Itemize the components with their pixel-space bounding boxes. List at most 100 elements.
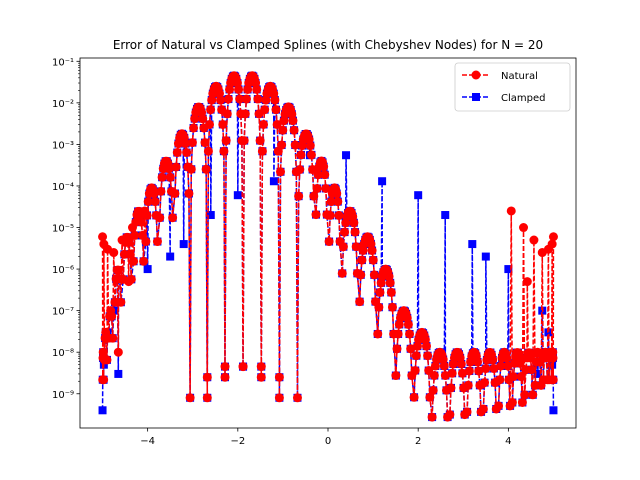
data-point	[478, 404, 488, 414]
data-point	[156, 186, 166, 196]
data-point	[410, 366, 420, 376]
data-point	[139, 256, 149, 266]
data-point	[406, 344, 416, 354]
data-point	[320, 170, 330, 180]
data-point	[338, 242, 348, 252]
data-point	[462, 407, 472, 417]
data-point	[269, 177, 278, 186]
data-point	[519, 223, 529, 233]
y-tick-label: 10⁻⁸	[52, 348, 74, 359]
data-point	[515, 358, 525, 368]
data-point	[170, 188, 180, 198]
data-point	[218, 119, 228, 129]
data-point	[409, 392, 419, 402]
data-point	[351, 242, 361, 252]
data-point	[489, 364, 499, 374]
natural-series	[98, 71, 558, 422]
data-point	[142, 210, 152, 220]
data-point	[355, 297, 365, 307]
data-point	[393, 329, 403, 339]
data-point	[326, 197, 336, 207]
x-tick-label: −4	[140, 436, 155, 447]
data-point	[321, 183, 331, 193]
data-point	[290, 140, 300, 150]
data-point	[187, 138, 197, 148]
x-tick-label: −2	[230, 436, 245, 447]
data-point	[312, 183, 322, 193]
data-point	[98, 232, 108, 242]
data-point	[311, 210, 321, 220]
data-point	[179, 240, 188, 249]
data-point	[206, 211, 215, 220]
data-point	[356, 270, 366, 280]
y-axis: 10⁻⁹ 10⁻⁸ 10⁻⁷ 10⁻⁶ 10⁻⁵ 10⁻⁴ 10⁻³ 10⁻² 10⁻¹	[52, 57, 80, 401]
data-point	[440, 371, 450, 381]
data-point	[468, 240, 477, 249]
data-point	[155, 213, 165, 223]
data-point	[220, 362, 230, 372]
data-point	[368, 255, 378, 265]
data-point	[527, 365, 537, 375]
data-point	[182, 148, 192, 158]
data-point	[425, 392, 435, 402]
data-point	[272, 119, 282, 129]
legend-natural-marker	[471, 70, 481, 80]
data-point	[508, 372, 518, 382]
data-point	[205, 119, 215, 129]
data-point	[488, 355, 498, 365]
data-point	[136, 217, 146, 227]
data-point	[288, 116, 298, 126]
data-point	[102, 355, 112, 365]
legend-clamped-label: Clamped	[501, 93, 545, 104]
data-point	[216, 95, 226, 105]
data-point	[378, 177, 387, 186]
data-point	[166, 252, 175, 261]
data-point	[239, 136, 249, 146]
data-point	[548, 232, 558, 242]
data-point	[369, 270, 379, 280]
data-point	[427, 412, 437, 422]
data-point	[150, 197, 160, 207]
data-point	[503, 361, 513, 371]
data-point	[446, 383, 456, 393]
data-point	[233, 191, 242, 200]
data-point	[405, 329, 415, 339]
data-point	[529, 235, 539, 245]
legend: Natural Clamped	[454, 62, 571, 112]
data-point	[392, 344, 402, 354]
chart-title: Error of Natural vs Clamped Splines (wit…	[113, 38, 543, 52]
data-point	[172, 148, 182, 158]
data-point	[516, 372, 526, 382]
data-point	[439, 361, 449, 371]
data-point	[271, 105, 281, 115]
data-point	[464, 366, 474, 376]
data-point	[374, 302, 384, 312]
data-point	[334, 210, 344, 220]
data-point	[324, 237, 334, 247]
data-point	[141, 237, 151, 247]
data-point	[463, 380, 473, 390]
data-point	[165, 172, 175, 182]
data-point	[143, 265, 152, 274]
data-point	[221, 136, 231, 146]
data-point	[124, 237, 134, 247]
data-point	[168, 213, 178, 223]
data-point	[386, 287, 396, 297]
data-point	[152, 237, 162, 247]
data-point	[186, 164, 196, 174]
data-point	[296, 150, 306, 160]
data-point	[200, 138, 210, 148]
data-point	[289, 125, 299, 135]
data-point	[126, 274, 136, 284]
data-point	[203, 146, 213, 156]
data-point	[189, 123, 199, 133]
data-point	[325, 210, 335, 220]
data-point	[375, 287, 385, 297]
data-point	[340, 227, 350, 237]
data-point	[143, 197, 153, 207]
y-tick-label: 10⁻⁵	[52, 224, 74, 235]
data-point	[319, 162, 329, 172]
data-point	[481, 252, 490, 261]
data-point	[171, 162, 181, 172]
